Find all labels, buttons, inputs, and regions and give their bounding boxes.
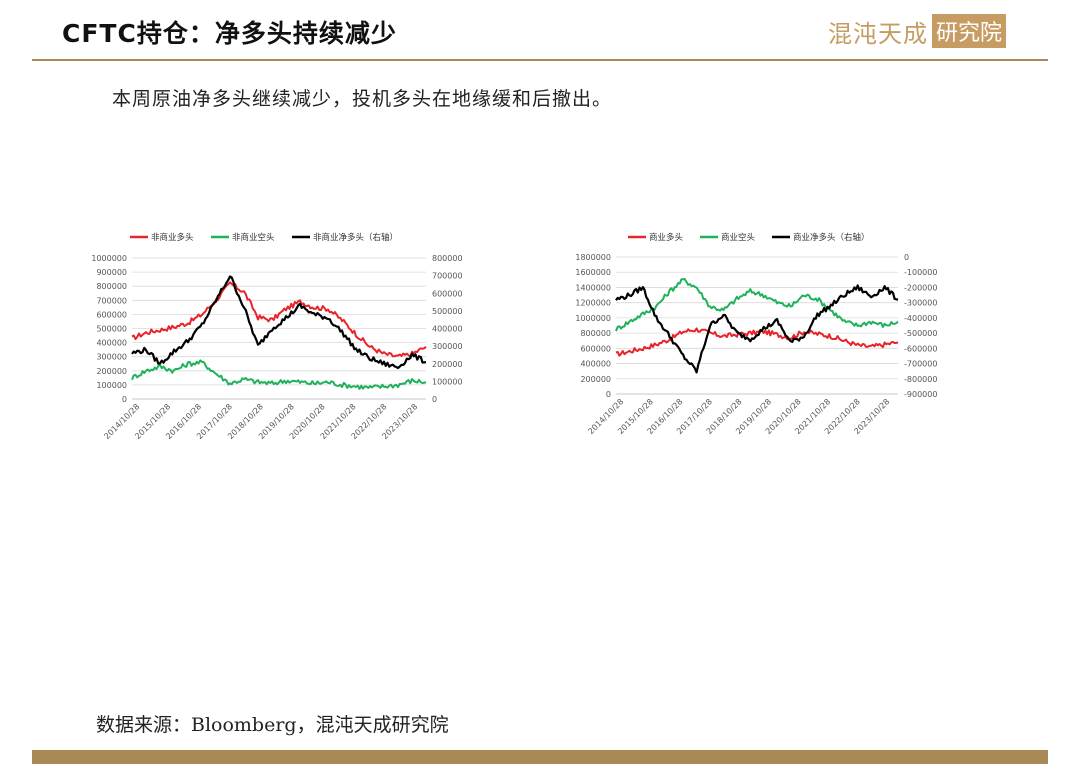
y-left-tick: 0 [122, 395, 127, 404]
y-right-tick: 500000 [432, 307, 463, 316]
y-right-tick: 700000 [432, 272, 463, 281]
logo-text: 混沌天成 [828, 19, 928, 48]
source-note: 数据来源：Bloomberg，混沌天成研究院 [96, 714, 449, 736]
y-left-tick: 300000 [96, 353, 127, 362]
footer-bar [32, 750, 1048, 764]
legend-label: 商业净多头（右轴） [793, 232, 870, 243]
y-left-tick: 900000 [96, 268, 127, 277]
brand-logo: 混沌天成 研究院 [828, 12, 1007, 50]
y-left-tick: 1000000 [575, 314, 611, 323]
legend-item: 非商业多头 [130, 232, 194, 243]
legend-label: 商业空头 [721, 232, 756, 243]
legend-label: 非商业多头 [151, 232, 194, 243]
y-left-tick: 200000 [580, 375, 611, 384]
y-left-tick: 1600000 [575, 268, 611, 277]
legend-item: 商业多头 [628, 232, 684, 243]
y-right-tick: -500000 [904, 329, 937, 338]
series-line [131, 281, 427, 358]
y-right-tick: -700000 [904, 360, 937, 369]
y-left-tick: 800000 [96, 282, 127, 291]
legend-item: 商业净多头（右轴） [772, 232, 870, 243]
y-left-tick: 1200000 [575, 299, 611, 308]
summary-text: 本周原油净多头继续减少，投机多头在地缘缓和后撤出。 [112, 88, 613, 110]
y-left-tick: 1800000 [575, 253, 611, 262]
y-left-tick: 100000 [96, 381, 127, 390]
header-divider [32, 59, 1048, 61]
y-right-tick: -600000 [904, 344, 937, 353]
y-left-tick: 800000 [580, 329, 611, 338]
legend-item: 非商业空头 [211, 232, 275, 243]
y-left-tick: 400000 [580, 360, 611, 369]
y-left-tick: 500000 [96, 325, 127, 334]
series-line [615, 284, 899, 374]
y-right-tick: -900000 [904, 390, 937, 399]
chart-noncommercial: 非商业多头 非商业空头 非商业净多头（右轴）10000009000008000007… [91, 232, 463, 441]
y-right-tick: 600000 [432, 289, 463, 298]
legend-item: 商业空头 [700, 232, 756, 243]
logo-box: 研究院 [932, 14, 1007, 48]
series-line [615, 278, 899, 332]
legend-item: 非商业净多头（右轴） [292, 232, 398, 243]
y-right-tick: 800000 [432, 254, 463, 263]
y-left-tick: 700000 [96, 296, 127, 305]
y-left-tick: 600000 [580, 344, 611, 353]
y-right-tick: 300000 [432, 342, 463, 351]
y-left-tick: 400000 [96, 339, 127, 348]
legend-label: 非商业空头 [232, 232, 275, 243]
y-left-tick: 200000 [96, 367, 127, 376]
y-right-tick: 200000 [432, 360, 463, 369]
chart-commercial: 商业多头 商业空头 商业净多头（右轴） 1800000 1600000 1400000 12… [575, 232, 937, 436]
y-right-tick: 100000 [432, 377, 463, 386]
legend-label: 非商业净多头（右轴） [313, 232, 398, 243]
page-title: CFTC持仓：净多头持续减少 [62, 19, 397, 48]
y-right-tick: 0 [432, 395, 437, 404]
y-left-tick: 0 [606, 390, 611, 399]
series-line [131, 359, 427, 390]
series-line [615, 327, 899, 357]
y-right-tick: -200000 [904, 283, 937, 292]
y-right-tick: 0 [904, 253, 909, 262]
y-right-tick: -100000 [904, 268, 937, 277]
y-right-tick: -800000 [904, 375, 937, 384]
y-left-tick: 1400000 [575, 283, 611, 292]
y-right-tick: 400000 [432, 325, 463, 334]
legend-label: 商业多头 [649, 232, 684, 243]
y-left-tick: 600000 [96, 310, 127, 319]
y-left-tick: 1000000 [91, 254, 127, 263]
y-right-tick: -400000 [904, 314, 937, 323]
y-right-tick: -300000 [904, 299, 937, 308]
series-line [131, 275, 427, 370]
